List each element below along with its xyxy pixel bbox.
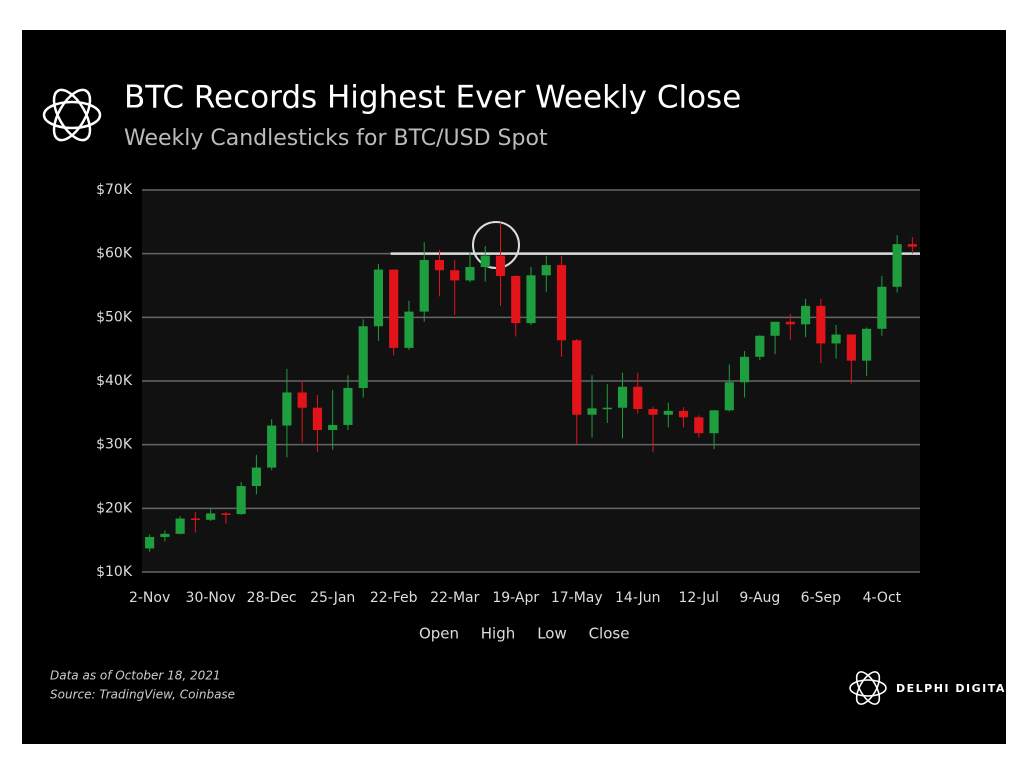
candle-body [511,275,521,324]
candle-body [450,270,460,281]
candle-body [495,255,506,276]
candle-body [556,265,567,341]
candle-body [770,321,780,336]
candle-body [389,269,399,348]
candle-body [801,305,811,325]
x-tick-label: 17-May [551,590,603,606]
x-tick-label: 6-Sep [801,590,841,606]
candle-body [267,425,277,468]
candle-body [877,286,887,329]
candle-body [678,410,689,418]
x-tick-label: 30-Nov [186,590,236,606]
candle-body [373,269,384,327]
x-tick-label: 2-Nov [129,590,170,606]
x-tick-label: 12-Jul [679,590,720,606]
x-tick-label: 19-Apr [492,590,539,606]
footer-note: Data as of October 18, 2021 [50,669,221,683]
candle-body [190,518,200,521]
x-tick-label: 22-Mar [430,590,480,606]
candle-body [206,513,216,520]
candle-body [724,382,734,411]
candle-body [297,392,307,408]
candle-body [846,334,856,361]
candle-body [816,305,826,344]
x-tick-label: 25-Jan [310,590,355,606]
y-tick-label: $30K [96,437,133,453]
candle-body [358,326,368,389]
candle-body [282,392,292,426]
candle-body [862,328,872,361]
candle-body [541,265,551,276]
y-tick-label: $70K [96,182,133,198]
brand-logo [849,671,887,705]
candle-body [617,386,628,408]
candle-body [160,533,170,537]
candle-body [236,486,246,515]
candle-body [739,356,750,383]
logo [42,88,102,142]
candle-body [404,311,414,348]
candle-body [785,321,795,325]
candle-body [755,335,765,357]
x-tick-label: 22-Feb [370,590,418,606]
candle-body [526,275,536,324]
legend-label: Close [589,625,630,643]
candle-body [251,467,261,487]
x-tick-label: 28-Dec [247,590,297,606]
candle-body [419,260,429,312]
y-tick-label: $40K [96,373,133,389]
candle-body [221,513,231,515]
chart-title: BTC Records Highest Ever Weekly Close [124,80,741,116]
candle-body [663,410,673,415]
candle-body [907,244,917,247]
candle-body [831,334,841,344]
legend-label: Open [419,625,459,643]
candle-body [145,536,155,549]
candle-body [480,255,490,268]
candle-body [602,407,612,410]
candle-body [648,409,658,415]
candle-body [312,407,323,431]
brand-name: DELPHI DIGITAL [896,682,1014,695]
candle-body [328,424,338,431]
candle-body [709,410,719,434]
y-tick-label: $20K [96,500,133,516]
chart-subtitle: Weekly Candlesticks for BTC/USD Spot [124,126,548,151]
legend-label: Low [537,625,567,643]
legend-label: High [481,625,515,643]
candle-body [465,267,475,281]
candle-body [587,408,597,415]
candle-body [343,388,353,425]
x-tick-label: 9-Aug [739,590,780,606]
x-tick-label: 4-Oct [863,590,902,606]
x-tick-label: 14-Jun [615,590,661,606]
y-tick-label: $50K [96,309,133,325]
candle-body [572,340,582,415]
candle-body [633,386,643,410]
candle-body [434,260,445,271]
footer-source: Source: TradingView, Coinbase [50,688,235,702]
candle-body [175,518,185,534]
y-tick-label: $10K [96,564,133,580]
candle-body [694,417,704,434]
candle-body [892,244,902,287]
y-tick-label: $60K [96,246,133,262]
